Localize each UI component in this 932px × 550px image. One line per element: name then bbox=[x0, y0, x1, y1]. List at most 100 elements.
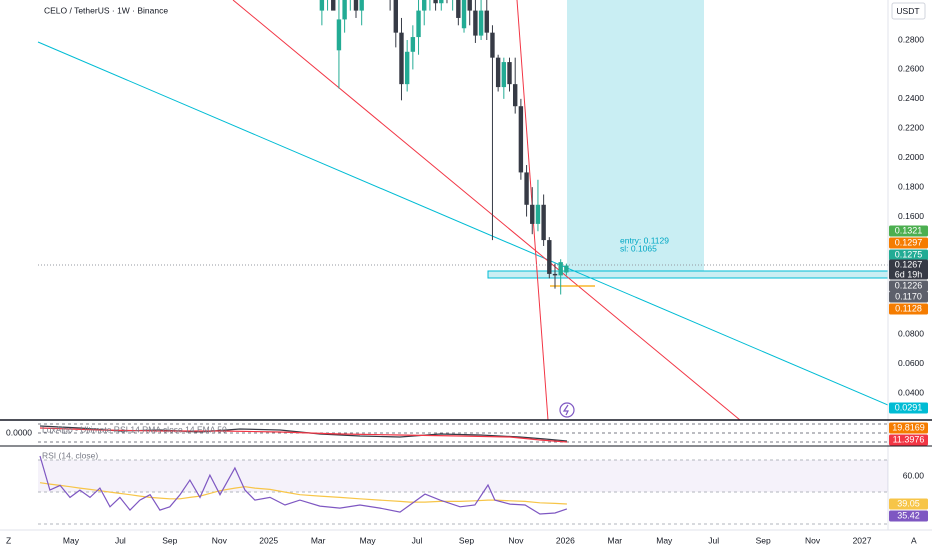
x-tick-label: Jul bbox=[708, 535, 719, 545]
indicator-title: LuxAlgo - Ultimate RSI 14 RMA close 14 E… bbox=[42, 424, 227, 434]
entry-zone bbox=[487, 270, 888, 279]
candle-body bbox=[404, 51, 410, 85]
candle-body bbox=[564, 265, 569, 273]
candle-body bbox=[353, 0, 359, 11]
price-tag-label: 0.1321 bbox=[895, 225, 923, 235]
countdown: 6d 19h bbox=[895, 269, 923, 279]
y-tick-label: 0.2000 bbox=[898, 152, 924, 162]
price-tag-label: 0.1267 bbox=[895, 259, 923, 269]
x-tick-label: 2025 bbox=[259, 535, 278, 545]
candle-body bbox=[393, 0, 398, 33]
y-tick-label: 0.2600 bbox=[898, 64, 924, 74]
price-tag bbox=[889, 259, 928, 280]
price-tag-label: 35.42 bbox=[897, 510, 920, 520]
price-tag bbox=[889, 280, 928, 292]
candle-body bbox=[439, 0, 444, 4]
price-tag bbox=[889, 303, 928, 315]
candle-body bbox=[410, 37, 416, 52]
candle-body bbox=[524, 172, 529, 205]
alert-icon-bolt bbox=[562, 404, 569, 416]
x-tick-label: Jul bbox=[115, 535, 126, 545]
x-tick-label: Nov bbox=[805, 535, 821, 545]
annotation: sl: 0.1065 bbox=[620, 243, 657, 253]
indicator-zero-label: 0.0000 bbox=[6, 427, 32, 437]
x-tick-label: Sep bbox=[162, 535, 177, 545]
x-tick-label: Nov bbox=[212, 535, 228, 545]
y-tick-label: 60.00 bbox=[903, 470, 925, 480]
currency-button[interactable] bbox=[891, 2, 926, 20]
alert-icon[interactable] bbox=[559, 402, 575, 418]
annotation: entry: 0.1129 bbox=[620, 235, 669, 245]
indicator-pane: LuxAlgo - Ultimate RSI 14 RMA close 14 E… bbox=[6, 423, 888, 443]
price-tag-label: 0.1170 bbox=[895, 291, 922, 301]
main-pane bbox=[37, 0, 888, 420]
candle-body bbox=[478, 10, 484, 36]
x-tick-label: Mar bbox=[608, 535, 623, 545]
price-tag-label: 0.1226 bbox=[895, 280, 923, 290]
candle-body bbox=[399, 32, 404, 85]
y-tick-label: 0.1800 bbox=[898, 181, 924, 191]
x-tick-label: 2027 bbox=[853, 535, 872, 545]
candle-body bbox=[535, 204, 541, 224]
target-zone bbox=[567, 0, 704, 276]
candle-body bbox=[461, 0, 467, 29]
x-tick-label: Nov bbox=[508, 535, 524, 545]
x-tick-label: May bbox=[63, 535, 80, 545]
candle-body bbox=[416, 10, 421, 38]
price-tag bbox=[889, 510, 928, 522]
price-tag bbox=[889, 434, 928, 446]
x-tick-label: May bbox=[656, 535, 673, 545]
y-tick-label: 0.2200 bbox=[898, 123, 924, 133]
candle-body bbox=[507, 62, 512, 85]
candles bbox=[319, 0, 569, 295]
price-tag-label: 19.8169 bbox=[892, 422, 925, 432]
price-tag bbox=[889, 402, 928, 414]
y-tick-label: 0.2400 bbox=[898, 93, 924, 103]
x-tick-label: Jul bbox=[412, 535, 423, 545]
x-tick-label: Sep bbox=[756, 535, 771, 545]
footer-right[interactable]: A bbox=[911, 535, 917, 545]
candle-body bbox=[342, 0, 347, 20]
candle-body bbox=[501, 62, 507, 88]
candle-body bbox=[484, 10, 489, 33]
candle-body bbox=[473, 10, 478, 36]
currency: USDT bbox=[896, 6, 919, 16]
price-tag-label: 0.1297 bbox=[895, 237, 923, 247]
x-tick-label: Mar bbox=[311, 535, 326, 545]
candle-body bbox=[552, 273, 558, 276]
price-tag bbox=[889, 422, 928, 434]
indicator-line bbox=[39, 427, 568, 443]
candle-body bbox=[319, 0, 325, 11]
candle-body bbox=[490, 32, 495, 58]
candle-body bbox=[359, 0, 364, 11]
y-tick-label: 0.2800 bbox=[898, 34, 924, 44]
candle-body bbox=[512, 84, 518, 107]
price-tag bbox=[889, 237, 928, 249]
y-tick-label: 0.0400 bbox=[898, 387, 924, 397]
price-tag-label: 0.1128 bbox=[895, 303, 922, 313]
price-tag-label: 0.1275 bbox=[895, 249, 923, 259]
price-tag bbox=[889, 225, 928, 237]
candle-body bbox=[518, 106, 524, 173]
price-tag-label: 0.0291 bbox=[895, 402, 923, 412]
x-tick-label: May bbox=[360, 535, 377, 545]
rsi-pane: RSI (14, close) bbox=[38, 450, 888, 525]
footer-left[interactable]: Z bbox=[6, 535, 11, 545]
candle-body bbox=[495, 57, 501, 88]
price-tag-label: 39.05 bbox=[897, 498, 920, 508]
trend-line bbox=[37, 41, 888, 406]
candle-body bbox=[558, 262, 563, 276]
rsi-title: RSI (14, close) bbox=[42, 450, 98, 460]
price-tag-label: 11.3976 bbox=[893, 434, 925, 444]
rsi-line bbox=[39, 455, 568, 515]
y-tick-label: 0.0800 bbox=[898, 328, 924, 338]
y-tick-label: 0.1600 bbox=[898, 211, 924, 221]
rsi-band bbox=[38, 460, 888, 492]
candle-body bbox=[547, 240, 552, 274]
candle-body bbox=[467, 0, 472, 11]
x-tick-label: 2026 bbox=[556, 535, 575, 545]
candle-body bbox=[422, 0, 427, 11]
y-tick-label: 0.0600 bbox=[898, 358, 924, 368]
candle-body bbox=[530, 204, 535, 224]
